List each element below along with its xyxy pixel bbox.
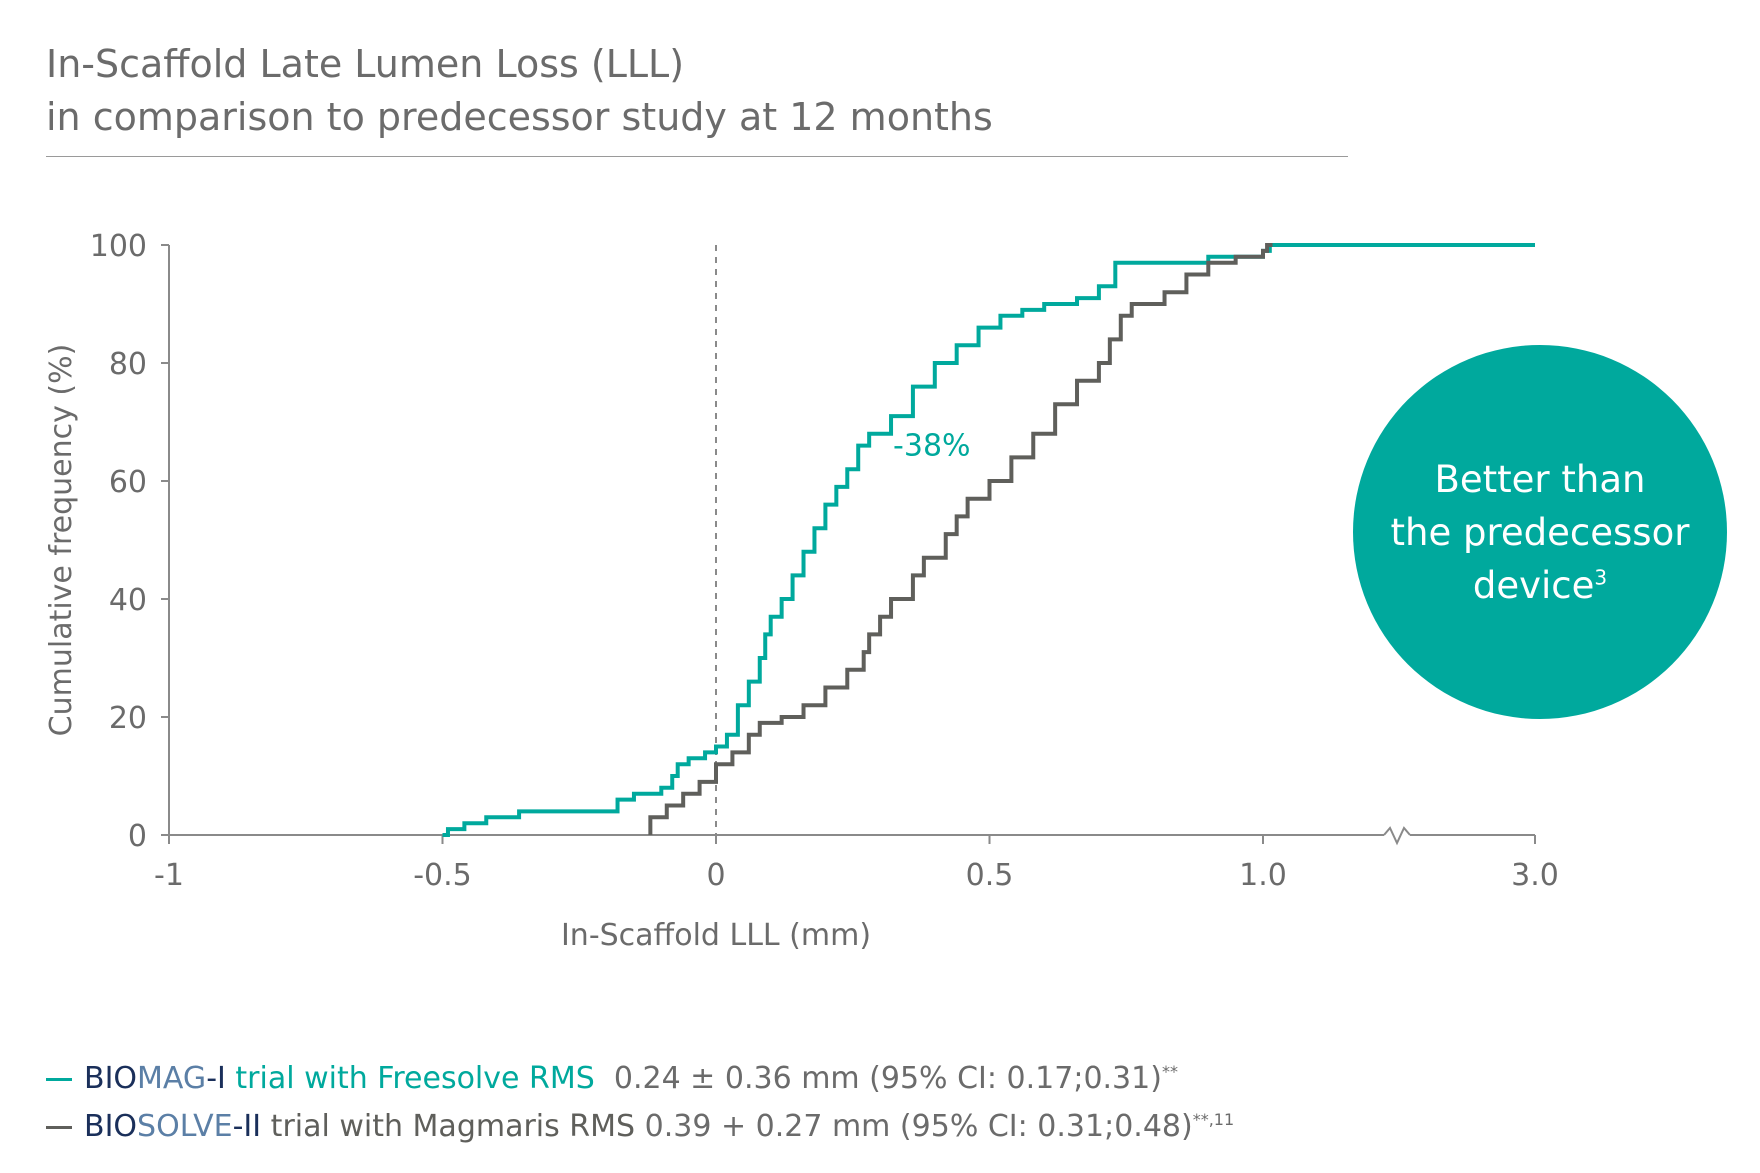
legend-footnote: ** [1161,1062,1178,1081]
legend-bio: BIO [84,1061,138,1096]
legend-bio: BIO [84,1109,138,1144]
series-line-biosolve [648,243,1273,835]
badge-line3: device3 [1473,559,1607,612]
x-tick-label: 0 [706,858,725,893]
legend-item-biomag: BIOMAG-I trial with Freesolve RMS 0.24 ±… [46,1055,1234,1103]
badge-line2: the predecessor [1390,510,1690,554]
x-tick-label: 1.0 [1239,858,1287,893]
x-axis-label: In-Scaffold LLL (mm) [561,918,871,953]
y-tick-label: 40 [109,583,147,618]
x-tick-label: 0.5 [966,858,1014,893]
legend-footnote: **,11 [1192,1110,1235,1129]
legend-swatch-biosolve [46,1126,72,1129]
series-line-biomag [442,243,1535,837]
chart-title-line2: in comparison to predecessor study at 12… [46,95,993,139]
legend: BIOMAG-I trial with Freesolve RMS 0.24 ±… [46,1055,1234,1151]
y-axis-label: Cumulative frequency (%) [44,344,79,737]
chart-title: In-Scaffold Late Lumen Loss (LLL) in com… [46,38,993,144]
y-tick-label: 20 [109,701,147,736]
x-tick-label: -0.5 [413,858,472,893]
x-tick-label: 3.0 [1511,858,1559,893]
axis-break-mark [1383,826,1411,846]
legend-trial: trial with Freesolve RMS [225,1061,595,1096]
legend-swatch-biomag [46,1078,72,1081]
legend-study: SOLVE [137,1109,233,1144]
better-than-predecessor-badge: Better than the predecessor device3 [1353,345,1727,719]
y-tick-label: 0 [128,819,147,854]
chart-title-line1: In-Scaffold Late Lumen Loss (LLL) [46,42,685,86]
badge-line3-text: device [1472,563,1595,607]
legend-trial: trial with Magmaris RMS [261,1109,636,1144]
y-tick-label: 80 [109,347,147,382]
annotation-reduction: -38% [893,429,971,464]
badge-line1: Better than [1434,457,1646,501]
legend-study: MAG [137,1061,207,1096]
legend-hyphen: -I [206,1061,226,1096]
title-divider [46,156,1348,157]
badge-footnote: 3 [1594,565,1608,590]
x-tick-label: -1 [154,858,184,893]
y-tick-label: 100 [90,229,147,264]
legend-item-biosolve: BIOSOLVE-II trial with Magmaris RMS 0.39… [46,1103,1234,1151]
legend-stats: 0.24 ± 0.36 mm (95% CI: 0.17;0.31) [594,1061,1162,1096]
legend-hyphen: -II [232,1109,262,1144]
y-tick-label: 60 [109,465,147,500]
legend-stats: 0.39 + 0.27 mm (95% CI: 0.31;0.48) [635,1109,1193,1144]
